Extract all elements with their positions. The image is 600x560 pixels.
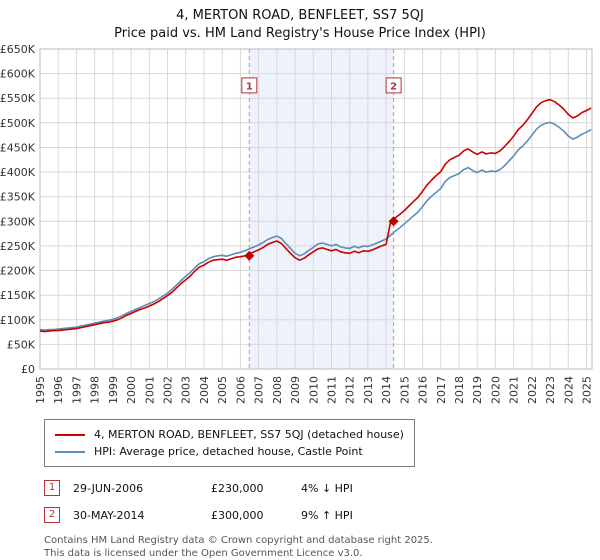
svg-text:2012: 2012 <box>344 376 357 404</box>
sale-flag-1: 1 <box>241 77 258 94</box>
hpi-line <box>39 121 592 331</box>
svg-text:2014: 2014 <box>380 376 393 404</box>
legend-item-hpi: HPI: Average price, detached house, Cast… <box>55 443 404 460</box>
svg-text:2025: 2025 <box>581 376 594 404</box>
svg-text:2016: 2016 <box>417 376 430 404</box>
sale-row-1: 1 29-JUN-2006 £230,000 4% ↓ HPI <box>44 480 600 496</box>
svg-text:£350K: £350K <box>0 191 36 204</box>
legend-label-property: 4, MERTON ROAD, BENFLEET, SS7 5QJ (detac… <box>94 428 404 441</box>
svg-text:£550K: £550K <box>0 92 36 105</box>
svg-text:2013: 2013 <box>362 376 375 404</box>
svg-text:1998: 1998 <box>89 376 102 404</box>
svg-text:£450K: £450K <box>0 142 36 155</box>
svg-text:£400K: £400K <box>0 166 36 179</box>
svg-text:2018: 2018 <box>453 376 466 404</box>
page-subtitle: Price paid vs. HM Land Registry's House … <box>114 26 486 41</box>
property-price-line <box>39 98 592 333</box>
legend-label-hpi: HPI: Average price, detached house, Cast… <box>94 445 363 458</box>
svg-text:2024: 2024 <box>562 376 575 404</box>
chart-legend: 4, MERTON ROAD, BENFLEET, SS7 5QJ (detac… <box>44 419 415 467</box>
svg-text:2007: 2007 <box>253 376 266 404</box>
sale-row-2: 2 30-MAY-2014 £300,000 9% ↑ HPI <box>44 507 600 523</box>
sale-price-2: £300,000 <box>211 508 264 522</box>
svg-text:2003: 2003 <box>180 376 193 404</box>
sale-number-badge-2: 2 <box>44 507 60 523</box>
svg-text:£100K: £100K <box>0 314 36 327</box>
sale-hpi-diff-2: 9% ↑ HPI <box>301 508 353 522</box>
svg-text:£250K: £250K <box>0 240 36 253</box>
svg-text:£300K: £300K <box>0 215 36 228</box>
svg-text:2006: 2006 <box>234 376 247 404</box>
svg-text:2005: 2005 <box>216 376 229 404</box>
svg-text:2022: 2022 <box>526 376 539 404</box>
page-title: 4, MERTON ROAD, BENFLEET, SS7 5QJ <box>176 8 424 23</box>
svg-text:1997: 1997 <box>70 376 83 404</box>
svg-text:2011: 2011 <box>326 376 339 404</box>
svg-text:2008: 2008 <box>271 376 284 404</box>
svg-text:2020: 2020 <box>489 376 502 404</box>
svg-text:£600K: £600K <box>0 68 36 81</box>
svg-text:1999: 1999 <box>107 376 120 404</box>
svg-text:£50K: £50K <box>7 338 36 351</box>
price-chart: £0 £50K £100K £150K £200K £250K £300K £350K £400… <box>0 43 594 404</box>
svg-text:2023: 2023 <box>544 376 557 404</box>
footer: Contains HM Land Registry data © Crown c… <box>44 534 600 560</box>
between-sales-shade <box>249 49 394 369</box>
sale-marker-2 <box>388 216 399 227</box>
svg-text:£650K: £650K <box>0 43 36 56</box>
footer-licence: This data is licensed under the Open Gov… <box>44 548 363 559</box>
chart-header: 4, MERTON ROAD, BENFLEET, SS7 5QJ Price … <box>0 0 600 43</box>
svg-text:2010: 2010 <box>307 376 320 404</box>
sale-annotations: 1 29-JUN-2006 £230,000 4% ↓ HPI 2 30-MAY… <box>44 480 600 523</box>
svg-text:£150K: £150K <box>0 289 36 302</box>
svg-text:1996: 1996 <box>52 376 65 404</box>
x-axis: 1995 1996 1997 1998 1999 2000 2001 2002 2003 2004… <box>34 49 594 404</box>
svg-text:2021: 2021 <box>508 376 521 404</box>
svg-text:£0: £0 <box>21 363 35 376</box>
sale-marker-1 <box>244 250 255 261</box>
svg-text:2002: 2002 <box>162 376 175 404</box>
svg-text:2009: 2009 <box>289 376 302 404</box>
footer-copyright: Contains HM Land Registry data © Crown c… <box>44 535 433 546</box>
sale-date-2: 30-MAY-2014 <box>73 508 145 522</box>
sale-flag-2: 2 <box>385 77 402 94</box>
sale-date-1: 29-JUN-2006 <box>73 481 144 495</box>
legend-item-property: 4, MERTON ROAD, BENFLEET, SS7 5QJ (detac… <box>55 426 404 443</box>
sale-price-1: £230,000 <box>211 481 264 495</box>
svg-text:1995: 1995 <box>34 376 47 404</box>
svg-text:2: 2 <box>390 81 397 92</box>
property-line-swatch <box>55 433 85 436</box>
svg-text:2000: 2000 <box>125 376 138 404</box>
hpi-line-swatch <box>55 450 85 453</box>
svg-text:2015: 2015 <box>398 376 411 404</box>
sale-number-badge-1: 1 <box>44 480 60 496</box>
svg-text:£200K: £200K <box>0 265 36 278</box>
svg-text:£500K: £500K <box>0 117 36 130</box>
svg-text:2019: 2019 <box>471 376 484 404</box>
svg-text:1: 1 <box>246 81 253 92</box>
svg-text:2001: 2001 <box>143 376 156 404</box>
svg-text:2017: 2017 <box>435 376 448 404</box>
sale-hpi-diff-1: 4% ↓ HPI <box>301 481 353 495</box>
svg-text:2004: 2004 <box>198 376 211 404</box>
